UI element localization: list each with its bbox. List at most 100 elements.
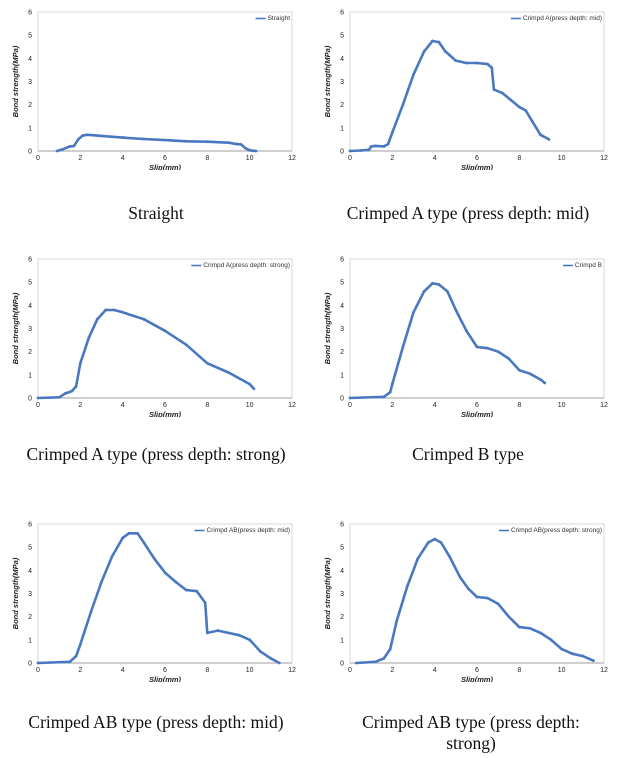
y-tick-label: 0 [340,149,344,156]
data-point [348,396,352,400]
data-point [78,361,82,365]
data-point [454,59,458,63]
data-point [184,588,188,592]
data-point [248,148,252,152]
y-axis-label: Bond strength(MPa) [323,557,332,629]
y-tick-label: 0 [340,661,344,668]
x-tick-label: 6 [475,667,479,674]
x-axis-label: Slip(mm) [461,410,494,417]
data-point [433,537,437,541]
data-point [100,134,103,138]
data-point [216,629,220,632]
y-tick-label: 0 [28,149,32,156]
data-point [367,148,371,152]
x-tick-label: 2 [390,155,394,162]
data-point [100,580,103,584]
x-tick-label: 2 [78,402,82,409]
data-point [486,596,489,600]
x-tick-label: 8 [205,667,209,674]
x-tick-label: 10 [558,402,566,409]
legend-label: Crimpd AB(press depth: strong) [511,527,602,534]
x-tick-label: 10 [246,402,254,409]
y-tick-label: 4 [28,568,32,575]
data-point [74,385,78,388]
data-point [248,382,252,386]
plot-frame [37,258,293,399]
x-tick-label: 6 [163,155,167,162]
data-point [490,66,494,69]
plot-frame [37,11,293,152]
data-point [382,395,386,399]
x-tick-label: 4 [433,667,437,674]
data-point [412,310,415,314]
data-point [528,626,532,630]
x-tick-label: 2 [78,155,82,162]
y-tick-label: 1 [28,372,32,379]
data-point [475,61,479,65]
x-tick-label: 12 [288,667,296,674]
data-point [55,149,59,153]
x-tick-label: 12 [600,402,608,409]
data-point [509,98,513,102]
x-tick-label: 12 [600,155,608,162]
x-tick-label: 4 [121,155,125,162]
data-point [401,103,405,107]
data-point [269,656,273,660]
data-point [507,615,511,619]
data-point [539,378,542,381]
x-axis-label: Slip(mm) [149,163,182,170]
caption-crimped-a-mid: Crimped A type (press depth: mid) [346,203,590,223]
x-tick-label: 2 [78,667,82,674]
data-point [386,142,390,146]
data-point [458,575,462,579]
data-point [36,661,40,665]
x-tick-label: 12 [288,155,296,162]
data-point [254,149,258,153]
y-tick-label: 2 [28,102,32,109]
y-tick-label: 4 [340,56,344,63]
data-point [431,281,434,285]
chart-panel-straight: 0 2 4 6 8 10 12 0 1 2 3 4 5 6 Slip(mm) Bond strength(MP… [0,0,312,171]
data-point [486,62,489,66]
y-tick-label: 5 [340,33,344,40]
data-point [501,91,504,95]
x-tick-label: 6 [163,402,167,409]
data-point [78,643,82,646]
chart-panel-crimped-ab-mid: 0 2 4 6 8 10 12 0 1 2 3 4 5 6 Slip(mm) Bond strength(MP… [0,512,312,683]
y-tick-label: 3 [340,591,344,598]
data-point [517,105,521,109]
data-point [374,660,377,664]
data-point [517,368,521,372]
data-point [59,148,63,152]
caption-crimped-b: Crimped B type [412,444,524,464]
data-point [121,310,125,314]
x-tick-label: 6 [163,667,167,674]
chart-panel-crimped-ab-strong: 0 2 4 6 8 10 12 0 1 2 3 4 5 6 Slip(mm) Bond strength(MP… [312,512,624,683]
data-point [354,661,358,665]
data-point [184,139,188,143]
y-axis-label: Bond strength(MPa) [11,557,20,629]
x-axis-label: Slip(mm) [461,675,494,682]
data-point [68,660,72,664]
data-point [142,137,146,141]
data-point [227,141,230,145]
y-tick-label: 1 [340,637,344,644]
data-point [68,144,72,148]
y-tick-label: 6 [340,257,344,264]
data-point [549,638,553,642]
data-point [64,391,67,395]
data-point [374,144,377,148]
data-point [390,131,394,134]
data-point [517,625,521,629]
y-tick-label: 6 [28,522,32,529]
y-tick-label: 3 [28,79,32,86]
y-axis-label: Bond strength(MPa) [323,292,332,364]
caption-crimped-ab-strong: Crimped AB type (press depth: strong) [362,712,580,753]
data-point [205,140,209,144]
x-tick-label: 8 [517,402,521,409]
data-point [382,144,386,148]
data-point [227,371,230,374]
data-point [486,346,489,350]
legend-label: Straight [268,15,291,22]
